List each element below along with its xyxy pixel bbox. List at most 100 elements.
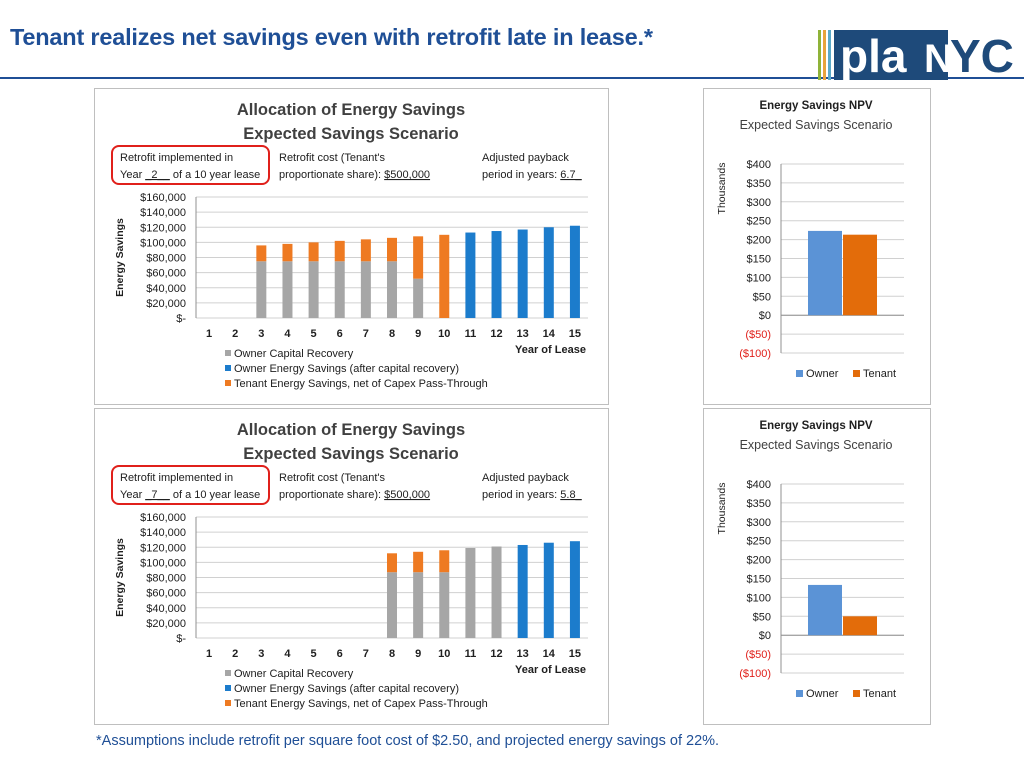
bar-owner-energy-year-14 — [543, 227, 554, 318]
bar-tenant — [843, 616, 877, 636]
bar-owner-energy-year-11 — [465, 232, 476, 318]
bar-owner-capital-year-10 — [439, 572, 450, 638]
y-tick-label: $- — [176, 633, 186, 645]
x-tick-label: 8 — [389, 648, 395, 660]
legend-swatch — [225, 685, 231, 691]
x-tick-label: 1 — [206, 648, 212, 660]
allocation-chart-svg: Allocation of Energy Savings Expected Sav… — [111, 101, 588, 390]
bar-tenant-year-10 — [439, 234, 450, 318]
y-tick-label: $150 — [747, 574, 771, 586]
y-tick-label: $80,000 — [146, 573, 186, 585]
y-tick-label: $120,000 — [140, 222, 186, 234]
bar-owner — [808, 230, 842, 316]
allocation-chart-year-2: Allocation of Energy Savings Expected Sav… — [94, 88, 609, 405]
y-tick-label: $0 — [759, 630, 771, 642]
y-tick-label: $250 — [747, 216, 771, 228]
bar-tenant-year-8 — [387, 553, 397, 573]
y-tick-label: ($100) — [739, 668, 771, 680]
legend-label: Tenant Energy Savings, net of Capex Pass… — [234, 378, 488, 390]
slide-title: Tenant realizes net savings even with re… — [10, 24, 653, 50]
chart-title: Energy Savings NPV — [759, 100, 872, 112]
y-tick-label: $350 — [747, 178, 771, 190]
npv-chart-year-7: Energy Savings NPV Expected Savings Scena… — [703, 408, 931, 725]
x-tick-label: 14 — [543, 328, 556, 340]
legend-swatch — [225, 380, 231, 386]
legend-label: Owner Energy Savings (after capital reco… — [234, 363, 459, 375]
x-tick-label: 7 — [363, 328, 369, 340]
y-tick-label: $20,000 — [146, 298, 186, 310]
x-tick-label: 12 — [490, 328, 502, 340]
x-tick-label: 13 — [517, 328, 529, 340]
bar-tenant-year-3 — [256, 245, 267, 262]
y-tick-label: $120,000 — [140, 542, 186, 554]
chart-title: Allocation of Energy Savings — [237, 101, 465, 119]
retrofit-retrofit-year: _2__ — [144, 169, 170, 181]
retrofit-label: Retrofit implemented in — [120, 472, 233, 484]
y-tick-label: $0 — [759, 310, 771, 322]
y-tick-label: $300 — [747, 517, 771, 529]
retrofit-retrofit-year: _7__ — [144, 489, 170, 501]
y-tick-label: $100 — [747, 592, 771, 604]
legend-label: Tenant Energy Savings, net of Capex Pass… — [234, 698, 488, 710]
legend-label: Owner — [806, 688, 839, 700]
y-tick-label: $60,000 — [146, 268, 186, 280]
x-tick-label: 13 — [517, 648, 529, 660]
bar-owner-energy-year-13 — [517, 229, 528, 318]
y-tick-label: $150 — [747, 254, 771, 266]
cost-value: $500,000 — [384, 489, 430, 501]
legend-label: Tenant — [863, 688, 896, 700]
bar-tenant-year-4 — [282, 243, 293, 262]
bar-owner-capital-year-8 — [387, 572, 397, 638]
payback-line: period in years: 6.7_ — [482, 169, 583, 181]
bar-owner-capital-year-3 — [256, 261, 267, 318]
retrofit-retrofit-line2-prefix: Year — [120, 489, 145, 501]
cost-line2-prefix: proportionate share): — [279, 489, 384, 501]
x-tick-label: 14 — [543, 648, 556, 660]
y-tick-label: $140,000 — [140, 527, 186, 539]
x-tick-label: 9 — [415, 648, 421, 660]
y-tick-label: $100 — [747, 272, 771, 284]
chart-subtitle: Expected Savings Scenario — [740, 438, 893, 452]
bar-tenant-year-8 — [387, 237, 397, 262]
y-tick-label: $100,000 — [140, 557, 186, 569]
legend-swatch — [225, 365, 231, 371]
y-tick-label: $400 — [747, 479, 771, 491]
y-tick-label: $300 — [747, 197, 771, 209]
x-tick-label: 15 — [569, 328, 581, 340]
y-tick-label: $160,000 — [140, 192, 186, 204]
bar-owner-capital-year-4 — [282, 261, 293, 318]
x-tick-label: 5 — [311, 328, 317, 340]
bar-owner-energy-year-13 — [517, 544, 528, 638]
bar-tenant-year-5 — [308, 242, 319, 262]
retrofit-label: Retrofit implemented in — [120, 152, 233, 164]
payback-label: Adjusted payback — [482, 152, 569, 164]
x-tick-label: 4 — [284, 328, 291, 340]
x-tick-label: 10 — [438, 328, 450, 340]
y-tick-label: $200 — [747, 235, 771, 247]
legend-label: Owner Energy Savings (after capital reco… — [234, 683, 459, 695]
bar-owner — [808, 584, 842, 636]
cost-label: Retrofit cost (Tenant's — [279, 472, 386, 484]
chart-title: Allocation of Energy Savings — [237, 421, 465, 439]
npv-chart-year-2: Energy Savings NPV Expected Savings Scena… — [703, 88, 931, 405]
npv-chart-svg: Energy Savings NPV Expected Savings Scena… — [716, 100, 904, 380]
x-tick-label: 2 — [232, 648, 238, 660]
x-tick-label: 11 — [465, 328, 477, 340]
retrofit-callout-box — [111, 145, 270, 185]
svg-text:YC: YC — [950, 30, 1014, 82]
legend-swatch — [225, 670, 231, 676]
y-tick-label: $350 — [747, 498, 771, 510]
y-tick-label: ($50) — [745, 649, 771, 661]
y-axis-label: Thousands — [716, 483, 728, 535]
bar-owner-capital-year-12 — [491, 546, 502, 638]
title-divider — [0, 77, 1024, 79]
y-tick-label: $- — [176, 313, 186, 325]
x-tick-label: 12 — [490, 648, 502, 660]
y-tick-label: $20,000 — [146, 618, 186, 630]
bar-tenant-year-9 — [413, 551, 424, 573]
payback-value: 6.7_ — [560, 169, 582, 181]
npv-chart-svg: Energy Savings NPV Expected Savings Scena… — [716, 420, 904, 700]
y-tick-label: ($100) — [739, 348, 771, 360]
x-axis-label: Year of Lease — [515, 664, 586, 676]
x-tick-label: 6 — [337, 648, 343, 660]
